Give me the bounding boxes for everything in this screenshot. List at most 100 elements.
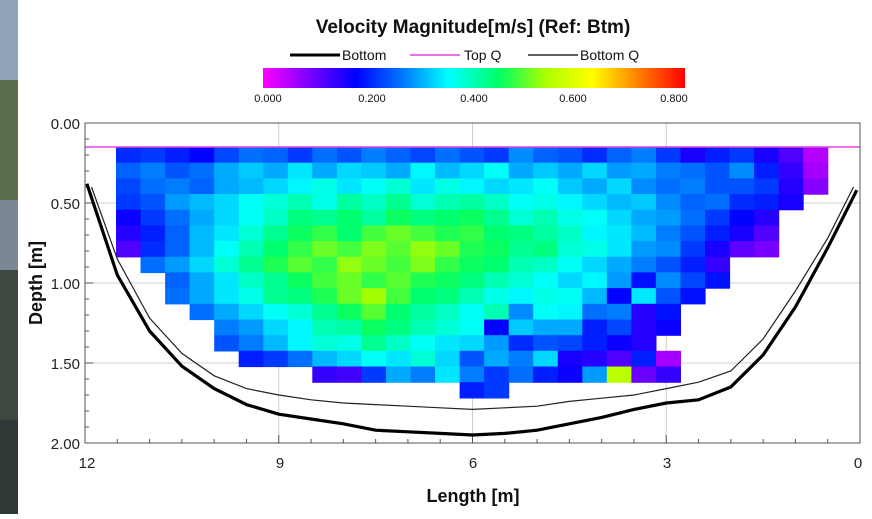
velocity-cell [238, 319, 264, 336]
velocity-cell [655, 288, 681, 305]
velocity-cell [631, 225, 657, 242]
velocity-cell [410, 366, 436, 383]
velocity-cell [238, 194, 264, 211]
velocity-cell [533, 303, 559, 321]
velocity-cell [533, 194, 559, 211]
velocity-cell [705, 162, 731, 179]
velocity-cell [116, 194, 142, 211]
velocity-cell [459, 272, 485, 289]
velocity-cell [803, 178, 829, 195]
velocity-cell [336, 350, 362, 368]
velocity-cell [655, 350, 681, 368]
velocity-cell [680, 147, 706, 164]
velocity-cell [189, 178, 215, 195]
velocity-cell [238, 303, 264, 321]
velocity-cell [165, 162, 191, 179]
x-axis: 12 9 6 3 0 [79, 455, 863, 472]
velocity-cell [631, 303, 657, 321]
velocity-cell [533, 147, 559, 164]
velocity-cell [116, 241, 142, 258]
velocity-cell [214, 272, 240, 289]
velocity-cell [729, 241, 755, 258]
velocity-cell [778, 194, 804, 211]
velocity-cell [263, 147, 289, 164]
velocity-cell [410, 256, 436, 274]
velocity-cell [705, 272, 731, 289]
velocity-cell [312, 225, 338, 242]
velocity-cell [263, 209, 289, 226]
velocity-cell [729, 178, 755, 195]
velocity-cell [484, 366, 510, 383]
velocity-cell [582, 209, 608, 226]
velocity-cell [754, 194, 780, 211]
velocity-cell [435, 194, 461, 211]
velocity-cell [508, 225, 534, 242]
velocity-cell [729, 147, 755, 164]
colorbar-tick-label: 0.400 [460, 93, 488, 105]
velocity-cell [435, 366, 461, 383]
velocity-cell [336, 209, 362, 226]
velocity-cell [165, 288, 191, 305]
velocity-cell [705, 178, 731, 195]
velocity-cell [386, 335, 412, 352]
velocity-cell [214, 162, 240, 179]
velocity-cell [238, 241, 264, 258]
velocity-cell [582, 319, 608, 336]
velocity-cell [361, 319, 387, 336]
velocity-cell [680, 241, 706, 258]
velocity-cell [459, 225, 485, 242]
velocity-cell [140, 194, 166, 211]
velocity-cell [655, 319, 681, 336]
velocity-cell [410, 350, 436, 368]
velocity-cell [655, 178, 681, 195]
velocity-cell [655, 209, 681, 226]
velocity-cell [189, 147, 215, 164]
velocity-cell [238, 162, 264, 179]
velocity-cell [582, 256, 608, 274]
velocity-cell [508, 350, 534, 368]
velocity-cell [435, 272, 461, 289]
velocity-cell [508, 194, 534, 211]
velocity-cell [631, 272, 657, 289]
velocity-cell [508, 209, 534, 226]
velocity-cell [778, 162, 804, 179]
velocity-cell [459, 366, 485, 383]
velocity-cell [533, 162, 559, 179]
velocity-cell [582, 288, 608, 305]
velocity-cell [312, 162, 338, 179]
velocity-cell [582, 241, 608, 258]
velocity-cell [582, 194, 608, 211]
velocity-cell [336, 303, 362, 321]
velocity-cell [287, 225, 313, 242]
velocity-cell [410, 335, 436, 352]
velocity-cell [533, 256, 559, 274]
velocity-cell [508, 319, 534, 336]
velocity-cell [410, 241, 436, 258]
velocity-cell [484, 194, 510, 211]
velocity-cell [655, 366, 681, 383]
velocity-cell [189, 303, 215, 321]
velocity-cell [655, 147, 681, 164]
velocity-cell [582, 272, 608, 289]
velocity-cell [533, 272, 559, 289]
velocity-cell [435, 225, 461, 242]
velocity-cell [386, 241, 412, 258]
velocity-cell [557, 225, 583, 242]
velocity-cell [189, 272, 215, 289]
velocity-cell [361, 272, 387, 289]
velocity-cell [557, 147, 583, 164]
velocity-cell [386, 147, 412, 164]
velocity-cell [680, 272, 706, 289]
velocity-cell [435, 319, 461, 336]
velocity-cell [361, 147, 387, 164]
velocity-cell [484, 162, 510, 179]
velocity-cell [140, 225, 166, 242]
velocity-cell [631, 162, 657, 179]
x-axis-label: Length [m] [427, 486, 520, 506]
velocity-cell [484, 209, 510, 226]
velocity-cell [361, 366, 387, 383]
velocity-cell [778, 178, 804, 195]
velocity-cell [754, 209, 780, 226]
velocity-cell [287, 288, 313, 305]
